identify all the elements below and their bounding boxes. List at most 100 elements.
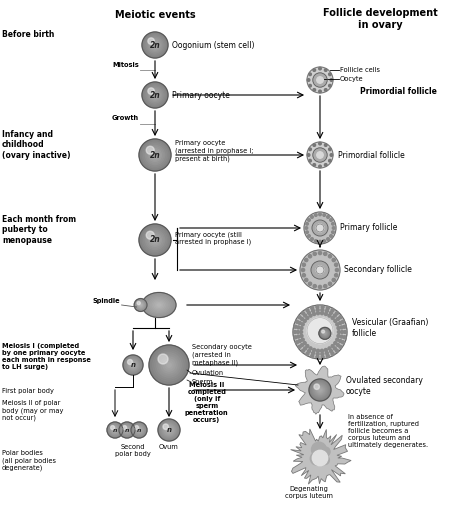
Circle shape xyxy=(341,331,344,334)
Circle shape xyxy=(293,305,347,359)
Circle shape xyxy=(160,421,178,439)
Circle shape xyxy=(296,341,299,344)
Circle shape xyxy=(334,342,337,345)
Circle shape xyxy=(294,336,297,338)
Circle shape xyxy=(157,353,181,377)
Ellipse shape xyxy=(149,297,169,313)
Circle shape xyxy=(330,79,333,81)
Circle shape xyxy=(132,423,146,437)
Circle shape xyxy=(316,355,319,359)
Circle shape xyxy=(168,429,170,431)
Polygon shape xyxy=(291,429,351,484)
Circle shape xyxy=(152,152,158,158)
Circle shape xyxy=(146,145,164,165)
Circle shape xyxy=(150,150,160,160)
Circle shape xyxy=(328,84,331,87)
Circle shape xyxy=(143,83,167,107)
Circle shape xyxy=(309,84,311,87)
Circle shape xyxy=(153,349,185,381)
Ellipse shape xyxy=(154,301,164,309)
Circle shape xyxy=(315,384,326,395)
Text: Ovulation: Ovulation xyxy=(192,370,224,376)
Circle shape xyxy=(323,240,326,242)
Circle shape xyxy=(139,224,171,256)
Circle shape xyxy=(133,425,145,436)
Circle shape xyxy=(307,67,333,93)
Circle shape xyxy=(321,447,330,456)
Text: Follicle cells: Follicle cells xyxy=(340,67,380,73)
Circle shape xyxy=(333,347,336,350)
Circle shape xyxy=(336,323,339,326)
Circle shape xyxy=(107,422,123,438)
Circle shape xyxy=(149,233,162,247)
Circle shape xyxy=(330,235,332,237)
Circle shape xyxy=(337,344,339,346)
Circle shape xyxy=(146,146,154,154)
Text: Ovulated secondary
oocyte: Ovulated secondary oocyte xyxy=(346,376,423,395)
Circle shape xyxy=(308,312,310,314)
Circle shape xyxy=(311,381,329,399)
Circle shape xyxy=(301,338,304,341)
Circle shape xyxy=(167,363,171,367)
Circle shape xyxy=(336,268,338,271)
Circle shape xyxy=(344,331,346,334)
Circle shape xyxy=(142,142,168,168)
Circle shape xyxy=(326,307,329,309)
Circle shape xyxy=(328,314,331,317)
Circle shape xyxy=(335,349,338,352)
Circle shape xyxy=(161,357,177,373)
Circle shape xyxy=(331,316,334,319)
Circle shape xyxy=(328,148,331,150)
Circle shape xyxy=(161,422,177,438)
Circle shape xyxy=(301,323,304,326)
Circle shape xyxy=(309,314,312,317)
Text: Follicle development
in ovary: Follicle development in ovary xyxy=(323,8,438,30)
Circle shape xyxy=(324,69,327,71)
Circle shape xyxy=(313,148,327,162)
Circle shape xyxy=(139,303,143,307)
Circle shape xyxy=(337,331,340,334)
Circle shape xyxy=(309,254,311,258)
Circle shape xyxy=(327,238,329,240)
Circle shape xyxy=(145,35,165,55)
Circle shape xyxy=(137,301,145,309)
Circle shape xyxy=(145,84,165,106)
Circle shape xyxy=(135,299,146,311)
Circle shape xyxy=(321,330,328,337)
Circle shape xyxy=(139,304,142,306)
Circle shape xyxy=(110,425,120,435)
Circle shape xyxy=(302,312,305,315)
Circle shape xyxy=(323,332,327,335)
Circle shape xyxy=(343,336,346,338)
Text: 2n: 2n xyxy=(150,41,160,50)
Text: Ovum: Ovum xyxy=(159,444,179,450)
Circle shape xyxy=(324,252,327,256)
Circle shape xyxy=(147,147,163,163)
Circle shape xyxy=(146,86,164,104)
Circle shape xyxy=(151,91,159,99)
Circle shape xyxy=(313,89,316,91)
Circle shape xyxy=(312,382,328,398)
Circle shape xyxy=(309,73,311,76)
Circle shape xyxy=(114,429,116,431)
Circle shape xyxy=(324,332,326,335)
Circle shape xyxy=(149,148,162,162)
Circle shape xyxy=(312,450,328,466)
Circle shape xyxy=(166,427,173,433)
Circle shape xyxy=(329,350,333,353)
Circle shape xyxy=(337,334,340,337)
Circle shape xyxy=(137,428,141,431)
Circle shape xyxy=(310,380,330,400)
Text: Spindle: Spindle xyxy=(93,298,120,304)
Circle shape xyxy=(294,325,297,328)
Circle shape xyxy=(113,428,118,432)
Circle shape xyxy=(317,386,323,393)
Circle shape xyxy=(313,69,316,71)
Circle shape xyxy=(304,314,307,317)
Circle shape xyxy=(319,213,321,215)
Circle shape xyxy=(339,316,342,319)
Circle shape xyxy=(337,317,339,320)
Circle shape xyxy=(136,300,146,310)
Circle shape xyxy=(332,231,334,233)
Circle shape xyxy=(154,154,156,157)
